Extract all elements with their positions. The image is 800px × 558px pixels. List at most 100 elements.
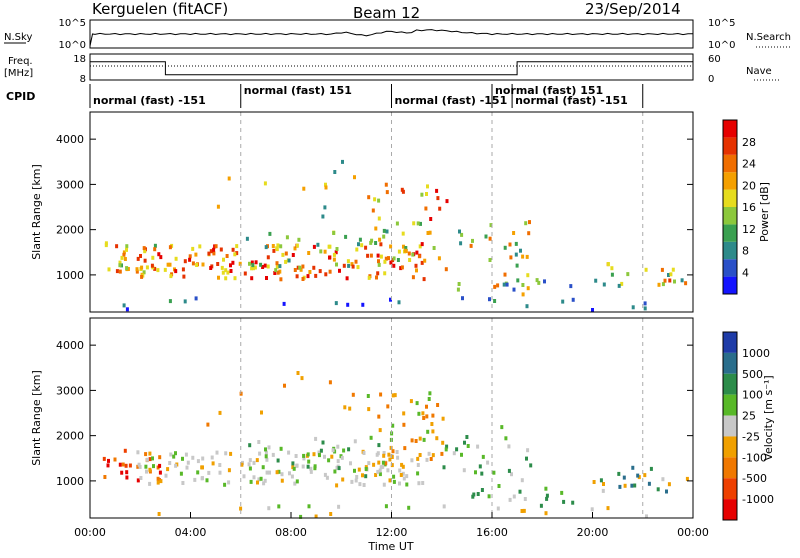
heatmap-cell xyxy=(516,278,520,283)
time-x-tick-label: 04:00 xyxy=(175,526,207,539)
heatmap-cell xyxy=(291,253,295,257)
heatmap-cell xyxy=(504,436,508,441)
heatmap-cell xyxy=(183,299,187,304)
heatmap-cell xyxy=(164,473,168,478)
heatmap-cell xyxy=(248,443,252,448)
heatmap-cell xyxy=(442,504,446,509)
heatmap-cell xyxy=(153,247,157,252)
heatmap-cell xyxy=(157,512,161,516)
heatmap-cell xyxy=(382,451,386,455)
heatmap-cell xyxy=(364,467,368,471)
velocity-y-tick-label: 4000 xyxy=(56,339,84,352)
heatmap-cell xyxy=(125,475,129,480)
heatmap-cell xyxy=(514,241,518,246)
heatmap-cell xyxy=(219,247,223,252)
cpid-segment-label: normal (fast) -151 xyxy=(93,94,206,107)
heatmap-cell xyxy=(520,509,524,513)
heatmap-cell xyxy=(404,248,407,253)
heatmap-cell xyxy=(515,263,519,268)
heatmap-cell xyxy=(378,472,382,477)
heatmap-cell xyxy=(526,286,530,291)
heatmap-cell xyxy=(369,253,373,258)
heatmap-cell xyxy=(374,473,378,477)
velocity-y-label: Slant Range [km] xyxy=(30,370,43,466)
heatmap-cell xyxy=(645,514,648,519)
heatmap-cell xyxy=(158,463,162,468)
heatmap-cell xyxy=(493,284,497,289)
heatmap-cell xyxy=(379,392,383,397)
heatmap-cell xyxy=(302,186,306,191)
heatmap-cell xyxy=(302,456,306,461)
heatmap-cell xyxy=(174,451,177,456)
heatmap-cell xyxy=(306,274,310,279)
freq-panel: Freq. [MHz] 18 8 60 0 Nave xyxy=(4,53,780,85)
heatmap-cell xyxy=(371,208,375,213)
heatmap-cell xyxy=(347,447,351,452)
heatmap-cell xyxy=(328,380,332,385)
heatmap-cell xyxy=(367,195,371,200)
heatmap-cell xyxy=(403,446,407,451)
heatmap-cell xyxy=(299,267,303,272)
velocity-colorbar-swatch xyxy=(723,352,737,374)
noise-sky-trace xyxy=(89,29,694,47)
power-colorbar-swatch xyxy=(723,137,737,155)
heatmap-cell xyxy=(200,476,204,481)
power-y-tick-label: 1000 xyxy=(56,269,84,282)
heatmap-cell xyxy=(324,185,328,190)
heatmap-cell xyxy=(106,463,110,468)
heatmap-cell xyxy=(492,470,496,475)
heatmap-cell xyxy=(643,473,647,478)
heatmap-cell xyxy=(458,229,461,234)
heatmap-cell xyxy=(224,268,228,273)
heatmap-cell xyxy=(261,265,265,269)
heatmap-cell xyxy=(295,479,299,484)
noise-right-tick-bottom: 10^0 xyxy=(708,40,735,51)
heatmap-cell xyxy=(262,481,266,486)
heatmap-cell xyxy=(153,243,157,248)
heatmap-cell xyxy=(150,263,154,268)
heatmap-cell xyxy=(273,271,277,275)
heatmap-cell xyxy=(418,453,422,457)
heatmap-cell xyxy=(169,452,173,457)
heatmap-cell xyxy=(136,464,140,469)
heatmap-cell xyxy=(382,453,386,458)
heatmap-cell xyxy=(181,456,184,461)
heatmap-cell xyxy=(561,299,565,304)
power-colorbar-frame xyxy=(722,119,738,295)
heatmap-cell xyxy=(275,261,279,266)
heatmap-cell xyxy=(623,483,627,488)
velocity-y-ticks: 1000 2000 3000 4000 xyxy=(56,339,693,488)
heatmap-cell xyxy=(456,287,460,292)
date-title: 23/Sep/2014 xyxy=(585,0,681,18)
heatmap-cell xyxy=(385,229,389,234)
heatmap-cell xyxy=(519,248,522,253)
time-x-tick-label: 20:00 xyxy=(577,526,609,539)
velocity-colorbar: 1000 500 100 25 -25 -100 -500 -1000 xyxy=(722,331,774,521)
heatmap-cell xyxy=(327,458,331,463)
time-x-tick-label: 16:00 xyxy=(476,526,508,539)
heatmap-cell xyxy=(291,461,295,466)
heatmap-cell xyxy=(182,274,186,279)
heatmap-cell xyxy=(301,277,305,281)
velocity-colorbar-tick-label: 1000 xyxy=(742,347,770,360)
heatmap-cell xyxy=(144,452,148,457)
heatmap-cell xyxy=(121,462,125,467)
heatmap-cell xyxy=(480,488,484,492)
heatmap-cell xyxy=(410,438,414,443)
heatmap-cell xyxy=(438,206,442,211)
heatmap-cell xyxy=(354,478,358,483)
heatmap-cell xyxy=(631,465,635,470)
heatmap-cell xyxy=(636,473,640,478)
heatmap-cell xyxy=(376,253,380,258)
velocity-colorbar-tick-label: 100 xyxy=(742,389,763,402)
heatmap-cell xyxy=(523,497,527,501)
heatmap-cell xyxy=(362,483,366,487)
heatmap-cell xyxy=(488,236,492,241)
heatmap-cell xyxy=(528,220,531,225)
heatmap-cell xyxy=(168,262,172,267)
heatmap-cell xyxy=(512,494,516,499)
heatmap-cell xyxy=(194,296,198,301)
heatmap-cell xyxy=(426,231,430,235)
heatmap-cell xyxy=(617,471,621,476)
